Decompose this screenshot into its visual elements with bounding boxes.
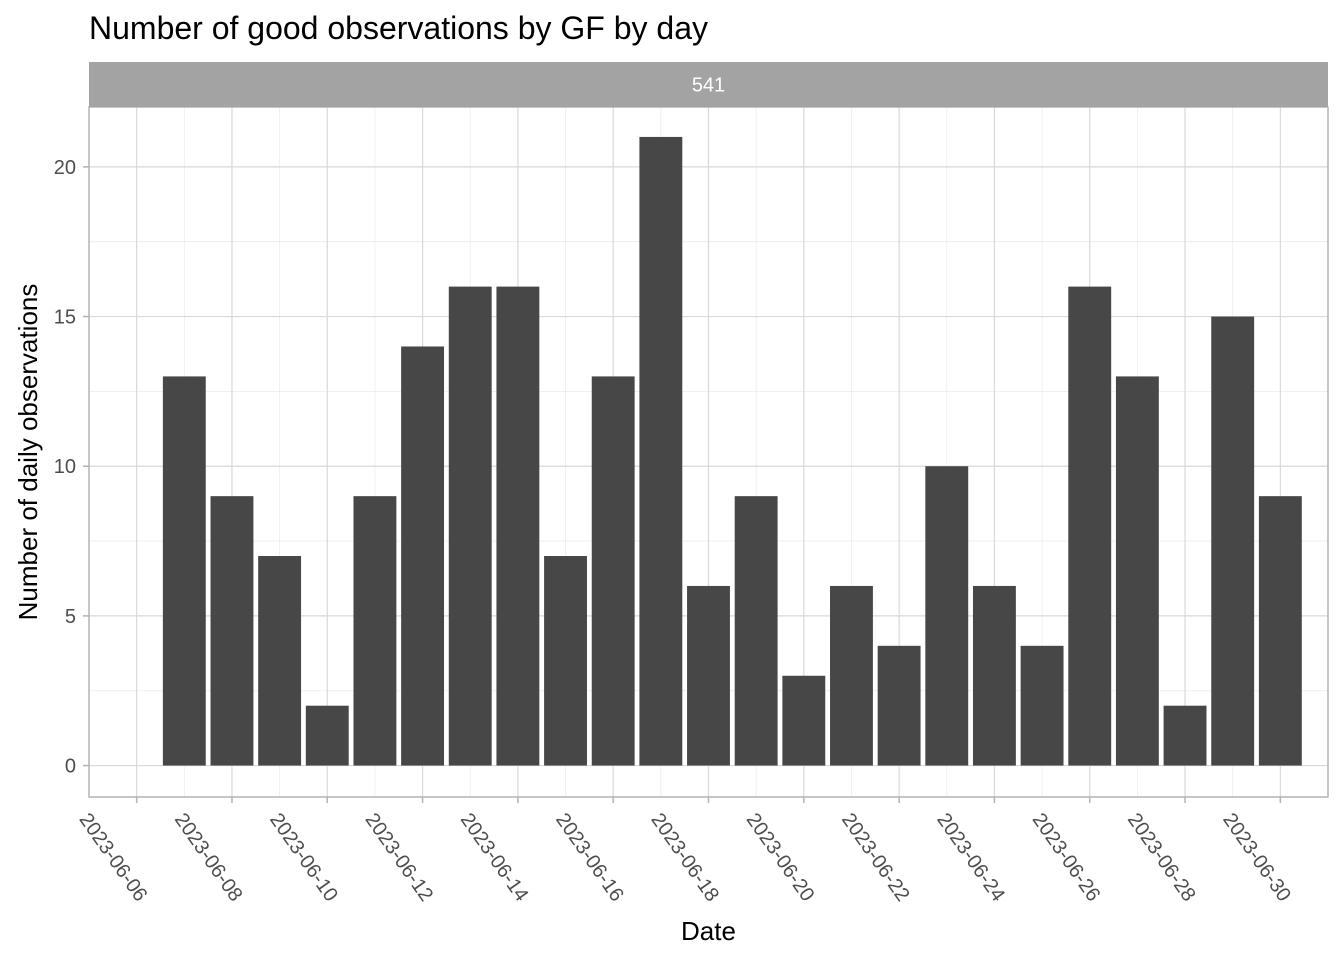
bar [1068,286,1112,766]
x-tick-label: 2023-06-12 [360,809,437,905]
x-tick-label: 2023-06-06 [75,809,152,905]
y-tick-label: 5 [65,606,76,628]
facet-strip [89,62,1328,107]
bar [830,585,873,766]
x-tick-label: 2023-06-08 [170,809,247,905]
x-tick-label: 2023-06-16 [551,809,628,905]
bar [1163,705,1207,766]
bar [687,585,730,766]
y-tick-label: 20 [54,157,76,179]
y-tick-label: 15 [54,307,76,329]
bar [734,496,778,766]
x-axis-title: Date [681,916,736,946]
bar [448,286,492,766]
x-tick-label: 2023-06-22 [837,809,914,905]
y-tick-label: 10 [54,456,76,478]
bar [401,346,445,766]
bar [972,585,1016,766]
bars [162,136,1302,766]
x-tick-label: 2023-06-10 [265,809,342,905]
bar [591,376,635,766]
chart-title: Number of good observations by GF by day [89,10,708,46]
x-tick-label: 2023-06-24 [932,809,1009,905]
bar [162,376,206,766]
bar [782,675,826,766]
x-tick-label: 2023-06-20 [742,809,819,905]
bar [353,496,397,766]
bar [210,496,254,766]
y-tick-label: 0 [65,756,76,778]
x-axis: 2023-06-06 2023-06-08 2023-06-10 2023-06-12… [75,797,1295,906]
bar [544,556,587,766]
bar [305,705,349,766]
bar [925,466,969,766]
bar [1258,496,1302,766]
bar [258,556,302,766]
x-tick-label: 2023-06-18 [646,809,723,905]
x-tick-label: 2023-06-28 [1123,809,1200,905]
bar [1115,376,1159,766]
x-tick-label: 2023-06-14 [456,809,533,905]
facet-label: 541 [692,75,725,97]
bar [1211,316,1255,766]
bar [877,645,921,766]
x-tick-label: 2023-06-30 [1218,809,1295,905]
bar [496,286,540,766]
bar [639,136,683,766]
y-axis-title: Number of daily observations [13,284,43,621]
bar [1020,645,1064,766]
x-tick-label: 2023-06-26 [1028,809,1105,905]
y-axis: 0 5 10 15 20 [54,157,89,778]
